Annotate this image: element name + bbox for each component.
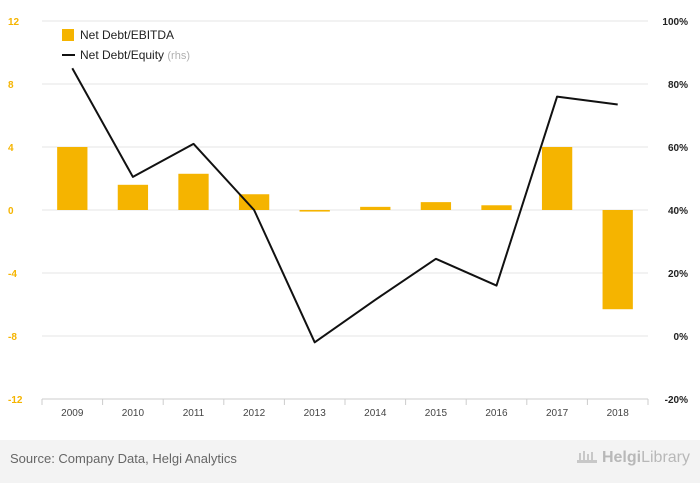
combo-chart: 12 8 4 0 -4 -8 -12 100% 80% 60% 40% 20% 0% -20% 2009 20… — [8, 17, 688, 419]
y-left-tick-label: 12 — [8, 17, 20, 28]
bar — [541, 147, 573, 210]
x-tick-label: 2014 — [364, 408, 387, 419]
bar — [57, 147, 88, 210]
x-tick-label: 2016 — [485, 408, 508, 419]
bar — [602, 210, 633, 310]
bar — [238, 194, 270, 210]
source-note: Source: Company Data, Helgi Analytics — [10, 451, 237, 466]
series-line — [71, 67, 618, 344]
bar — [360, 206, 391, 210]
y-right-tick-label: 100% — [662, 17, 688, 28]
x-tick-label: 2015 — [425, 408, 448, 419]
bar-series — [57, 147, 633, 310]
x-tick-label: 2011 — [183, 408, 205, 419]
y-left-tick-label: -4 — [8, 269, 17, 280]
y-left-tick-label: -12 — [8, 395, 23, 406]
library-icon — [576, 451, 597, 463]
legend-label: Net Debt/Equity (rhs) — [80, 48, 190, 62]
footer: Source: Company Data, Helgi Analytics He… — [0, 440, 700, 483]
x-tick-label: 2009 — [61, 408, 84, 419]
y-right-tick-label: 0% — [674, 332, 689, 343]
y-right-tick-label: -20% — [665, 395, 688, 406]
legend-swatch-bar — [62, 29, 74, 41]
line-series — [71, 67, 618, 344]
brand-logo: HelgiLibrary — [576, 449, 690, 467]
bar — [299, 210, 330, 212]
y-left-tick-label: 4 — [8, 143, 14, 154]
legend: Net Debt/EBITDA Net Debt/Equity (rhs) — [62, 28, 190, 62]
brand-name-light: Library — [641, 449, 690, 466]
legend-label: Net Debt/EBITDA — [80, 28, 174, 42]
x-tick-label: 2010 — [122, 408, 145, 419]
x-tick-label: 2012 — [243, 408, 266, 419]
bar — [481, 205, 512, 210]
brand-name-bold: Helgi — [601, 449, 642, 466]
y-left-tick-label: -8 — [8, 332, 17, 343]
x-tick-label: 2018 — [607, 408, 630, 419]
bar — [420, 202, 452, 210]
y-left-tick-label: 0 — [8, 206, 14, 217]
y-right-tick-label: 20% — [668, 269, 688, 280]
x-tick-label: 2017 — [546, 408, 569, 419]
y-right-tick-label: 60% — [668, 143, 688, 154]
y-left-tick-label: 8 — [8, 80, 14, 91]
axes: 12 8 4 0 -4 -8 -12 100% 80% 60% 40% 20% 0% -20% 2009 20… — [8, 17, 688, 419]
y-right-tick-label: 40% — [668, 206, 688, 217]
y-right-tick-label: 80% — [668, 80, 688, 91]
legend-suffix: (rhs) — [167, 50, 190, 62]
bar — [117, 184, 149, 210]
x-tick-label: 2013 — [304, 408, 327, 419]
bar — [178, 173, 209, 210]
